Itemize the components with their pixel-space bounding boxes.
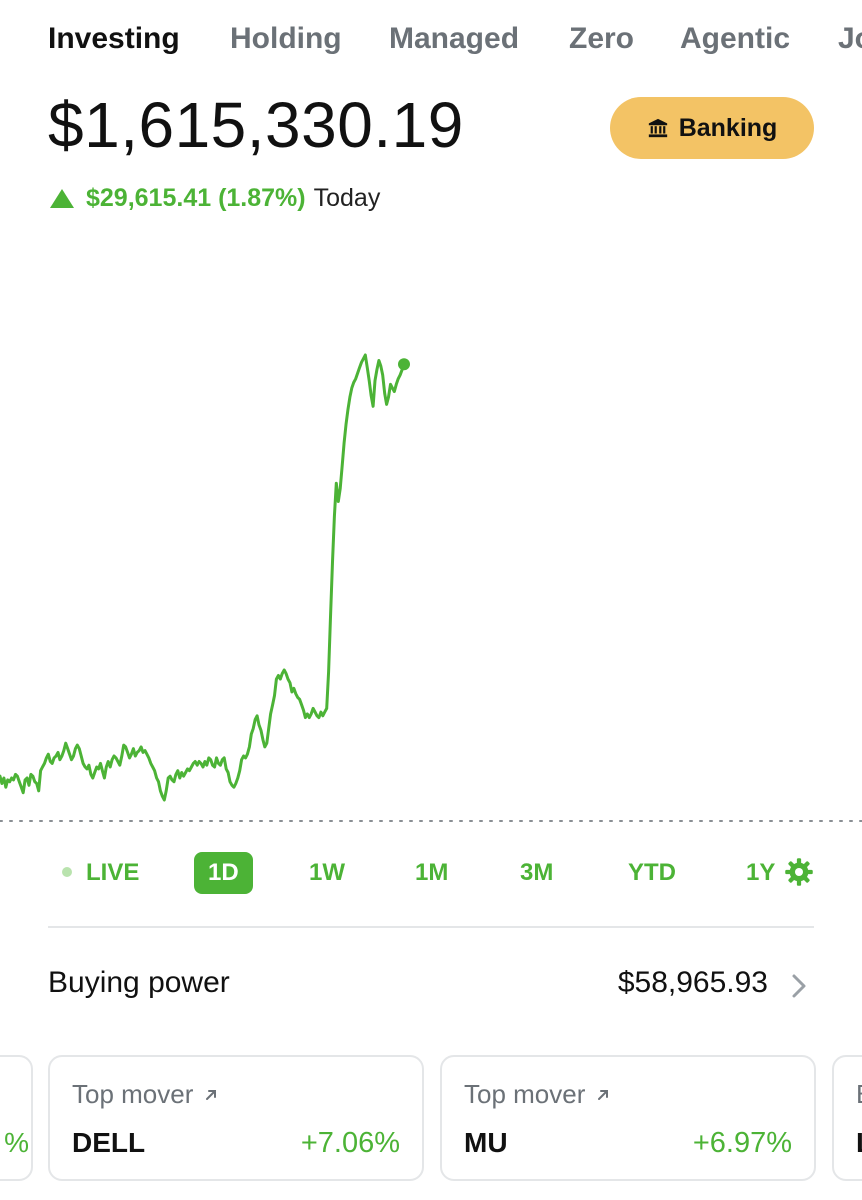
mover-card-mu[interactable]: Top mover MU +6.97% [440,1055,816,1181]
up-triangle-icon [50,189,74,208]
banking-button[interactable]: Banking [610,97,814,159]
change-period: Today [313,184,381,212]
partial-change: % [4,1127,29,1158]
range-live[interactable]: LIVE [62,852,139,894]
daily-change: $29,615.41 (1.87%) Today [50,184,380,213]
tab-holding[interactable]: Holding [230,22,342,55]
chart-end-dot [398,358,410,371]
live-dot-icon [62,866,72,877]
mover-card-dell[interactable]: Top mover DELL +7.06% [48,1055,424,1181]
range-ytd[interactable]: YTD [628,859,676,886]
top-movers: % Top mover DELL +7.06% Top mover MU +6.… [0,1055,862,1181]
tab-zero[interactable]: Zero [569,22,635,55]
portfolio-chart[interactable] [0,300,862,840]
range-1y[interactable]: 1Y [746,859,776,886]
range-1d[interactable]: 1D [194,852,253,894]
card-ticker: MU [464,1127,508,1158]
card-change: +6.97% [692,1127,792,1159]
tab-managed[interactable]: Managed [389,22,520,55]
buying-power-label: Buying power [48,966,230,999]
range-1m[interactable]: 1M [415,859,449,886]
mover-card-partial-left[interactable]: % [0,1055,33,1181]
arrow-up-right-icon [206,1089,217,1100]
gear-icon[interactable] [784,857,814,887]
tab-investing[interactable]: Investing [48,22,180,55]
change-amount: $29,615.41 (1.87%) [86,184,306,212]
top-tabs: Investing Holding Managed Zero Agentic J… [48,22,862,62]
buying-power-value: $58,965.93 [617,966,768,999]
chevron-right-icon [792,974,806,998]
card-change: +7.06% [300,1127,400,1159]
banking-button-label: Banking [678,113,778,142]
chart-line [0,353,406,802]
mover-card-partial-right[interactable]: B L [832,1055,862,1181]
card-ticker: DELL [72,1127,146,1158]
divider [48,926,814,928]
partial-card-title: B [856,1079,862,1110]
arrow-up-right-icon [598,1089,609,1100]
range-1w[interactable]: 1W [309,859,345,886]
bank-icon [648,118,667,138]
portfolio-value: $1,615,330.19 [48,89,464,161]
range-3m[interactable]: 3M [520,859,554,886]
card-title: Top mover [464,1079,611,1110]
tab-agentic[interactable]: Agentic [680,22,791,55]
range-selector: LIVE 1D 1W 1M 3M YTD 1Y [0,852,862,896]
partial-card-ticker: L [856,1127,862,1159]
buying-power-row[interactable]: Buying power $58,965.93 [48,958,814,1014]
tab-jo-partial[interactable]: Jo [838,22,862,55]
card-title: Top mover [72,1079,219,1110]
